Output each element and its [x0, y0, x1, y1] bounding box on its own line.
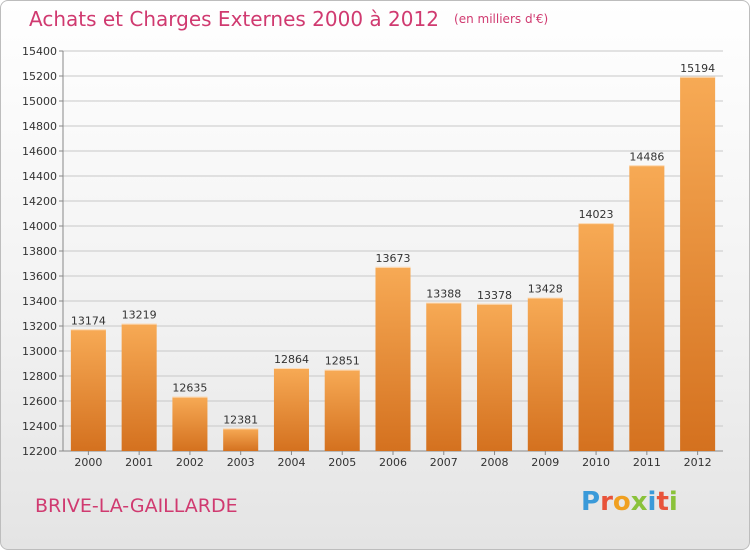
x-tick-label: 2011: [633, 456, 661, 469]
bar: [324, 369, 360, 451]
data-label: 12864: [274, 353, 309, 366]
data-label: 12381: [223, 413, 258, 426]
chart-unit: (en milliers d'€): [454, 12, 549, 26]
y-tick-label: 12400: [22, 420, 57, 433]
chart-title-text: Achats et Charges Externes 2000 à 2012: [29, 7, 439, 31]
x-tick-label: 2005: [328, 456, 356, 469]
logo-letter: P: [581, 487, 601, 517]
x-tick-label: 2002: [176, 456, 204, 469]
x-tick-label: 2010: [582, 456, 610, 469]
x-tick-label: 2000: [74, 456, 102, 469]
bar: [629, 165, 665, 451]
y-tick-label: 12200: [22, 445, 57, 458]
y-tick-label: 14200: [22, 195, 57, 208]
bar: [121, 323, 157, 451]
y-tick-label: 13600: [22, 270, 57, 283]
y-tick-label: 12800: [22, 370, 57, 383]
bar: [680, 76, 716, 451]
bar: [527, 297, 563, 451]
logo-letter: x: [630, 487, 648, 517]
data-label: 12635: [172, 382, 207, 395]
data-label: 13428: [528, 283, 563, 296]
y-tick-label: 14600: [22, 145, 57, 158]
x-tick-label: 2008: [481, 456, 509, 469]
y-tick-label: 13800: [22, 245, 57, 258]
bar: [223, 428, 259, 451]
y-tick-label: 14000: [22, 220, 57, 233]
bar: [578, 223, 614, 451]
bar: [273, 368, 309, 451]
data-label: 15194: [680, 62, 715, 75]
data-label: 13174: [71, 314, 106, 327]
bar: [70, 329, 106, 451]
data-label: 14023: [579, 208, 614, 221]
x-tick-label: 2004: [277, 456, 305, 469]
data-label: 13219: [122, 309, 157, 322]
data-label: 14486: [629, 150, 664, 163]
data-label: 12851: [325, 355, 360, 368]
logo-letter: i: [668, 487, 678, 517]
y-tick-label: 12600: [22, 395, 57, 408]
y-tick-label: 13200: [22, 320, 57, 333]
data-label: 13388: [426, 288, 461, 301]
bar: [426, 302, 462, 451]
data-label: 13673: [376, 252, 411, 265]
y-tick-label: 15400: [22, 45, 57, 58]
x-tick-label: 2003: [227, 456, 255, 469]
x-tick-label: 2007: [430, 456, 458, 469]
y-tick-label: 13400: [22, 295, 57, 308]
x-tick-label: 2001: [125, 456, 153, 469]
x-tick-label: 2006: [379, 456, 407, 469]
logo-letter: r: [600, 487, 613, 517]
x-tick-label: 2012: [684, 456, 712, 469]
y-tick-label: 14800: [22, 120, 57, 133]
y-tick-label: 15000: [22, 95, 57, 108]
chart-title: Achats et Charges Externes 2000 à 2012 (…: [29, 7, 548, 31]
city-name: BRIVE-LA-GAILLARDE: [35, 495, 238, 517]
x-tick-label: 2009: [531, 456, 559, 469]
logo-letter: t: [656, 487, 669, 517]
y-tick-label: 13000: [22, 345, 57, 358]
bar: [477, 303, 513, 451]
data-label: 13378: [477, 289, 512, 302]
y-tick-label: 14400: [22, 170, 57, 183]
logo-letter: o: [612, 487, 631, 517]
y-tick-label: 15200: [22, 70, 57, 83]
proxiti-logo: Proxiti: [581, 487, 678, 517]
bar: [172, 396, 208, 451]
logo-letter: i: [647, 487, 657, 517]
bar: [375, 266, 411, 451]
